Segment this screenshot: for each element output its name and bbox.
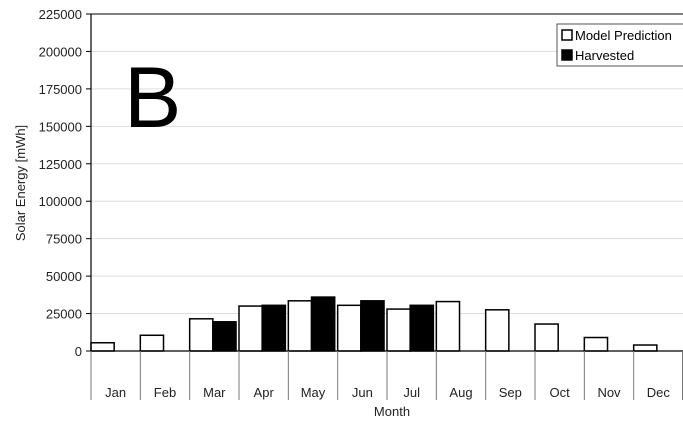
y-tick-label: 25000 <box>46 307 82 322</box>
x-tick-label: Aug <box>449 385 472 400</box>
x-tick-label: Nov <box>597 385 621 400</box>
bar-model-prediction-oct <box>534 323 559 352</box>
bar-model-prediction-mar <box>188 318 214 352</box>
x-tick-label: Feb <box>154 385 176 400</box>
x-tick-label: Sep <box>499 385 522 400</box>
legend-swatch-model-prediction <box>561 29 573 41</box>
x-tick-labels: Jan Feb Mar Apr May Jun Jul Aug Sep Oct Nov Dec <box>90 351 683 400</box>
bar-harvested-may <box>310 296 336 352</box>
legend-swatch-harvested <box>561 49 573 61</box>
x-axis-title: Month <box>374 404 410 419</box>
x-tick-label: May <box>301 385 326 400</box>
y-tick-label: 175000 <box>39 82 82 97</box>
bar-model-prediction-dec <box>632 344 658 352</box>
y-tick-label: 150000 <box>39 119 82 134</box>
bar-model-prediction-nov <box>583 336 609 352</box>
bar-model-prediction-may <box>287 300 313 352</box>
y-tick-label: 75000 <box>46 232 82 247</box>
y-tick-label: 0 <box>75 344 82 359</box>
x-tick-label: Apr <box>254 385 275 400</box>
y-axis-title: Solar Energy [mWh] <box>13 125 28 241</box>
bar-harvested-jul <box>409 304 435 352</box>
legend: Model Prediction Harvested <box>556 23 683 67</box>
bar-model-prediction-aug <box>435 300 461 352</box>
x-tick-label: Jul <box>403 385 420 400</box>
y-tick-labels: 0 25000 50000 75000 100000 125000 150000 175000… <box>39 7 91 359</box>
panel-letter: B <box>124 50 181 146</box>
y-tick-label: 100000 <box>39 194 82 209</box>
bar-harvested-apr <box>261 304 287 352</box>
bar-model-prediction-jul <box>386 308 411 352</box>
x-tick-label: Jun <box>352 385 373 400</box>
bar-harvested-jun <box>360 300 385 352</box>
bars <box>90 296 658 352</box>
bar-model-prediction-apr <box>238 305 263 352</box>
legend-label-harvested: Harvested <box>575 48 634 63</box>
bar-model-prediction-sep <box>484 309 510 352</box>
legend-box <box>556 23 683 67</box>
x-tick-label: Oct <box>550 385 571 400</box>
y-tick-label: 200000 <box>39 44 82 59</box>
x-tick-label: Mar <box>203 385 226 400</box>
bar-model-prediction-jan <box>90 342 115 352</box>
x-tick-label: Dec <box>647 385 671 400</box>
x-tick-label: Jan <box>105 385 126 400</box>
y-tick-label: 50000 <box>46 269 82 284</box>
y-tick-label: 225000 <box>39 7 82 22</box>
bar-model-prediction-feb <box>139 334 165 352</box>
bar-model-prediction-jun <box>336 304 362 352</box>
legend-label-model-prediction: Model Prediction <box>575 28 672 43</box>
bar-harvested-mar <box>212 321 237 352</box>
y-tick-label: 125000 <box>39 157 82 172</box>
